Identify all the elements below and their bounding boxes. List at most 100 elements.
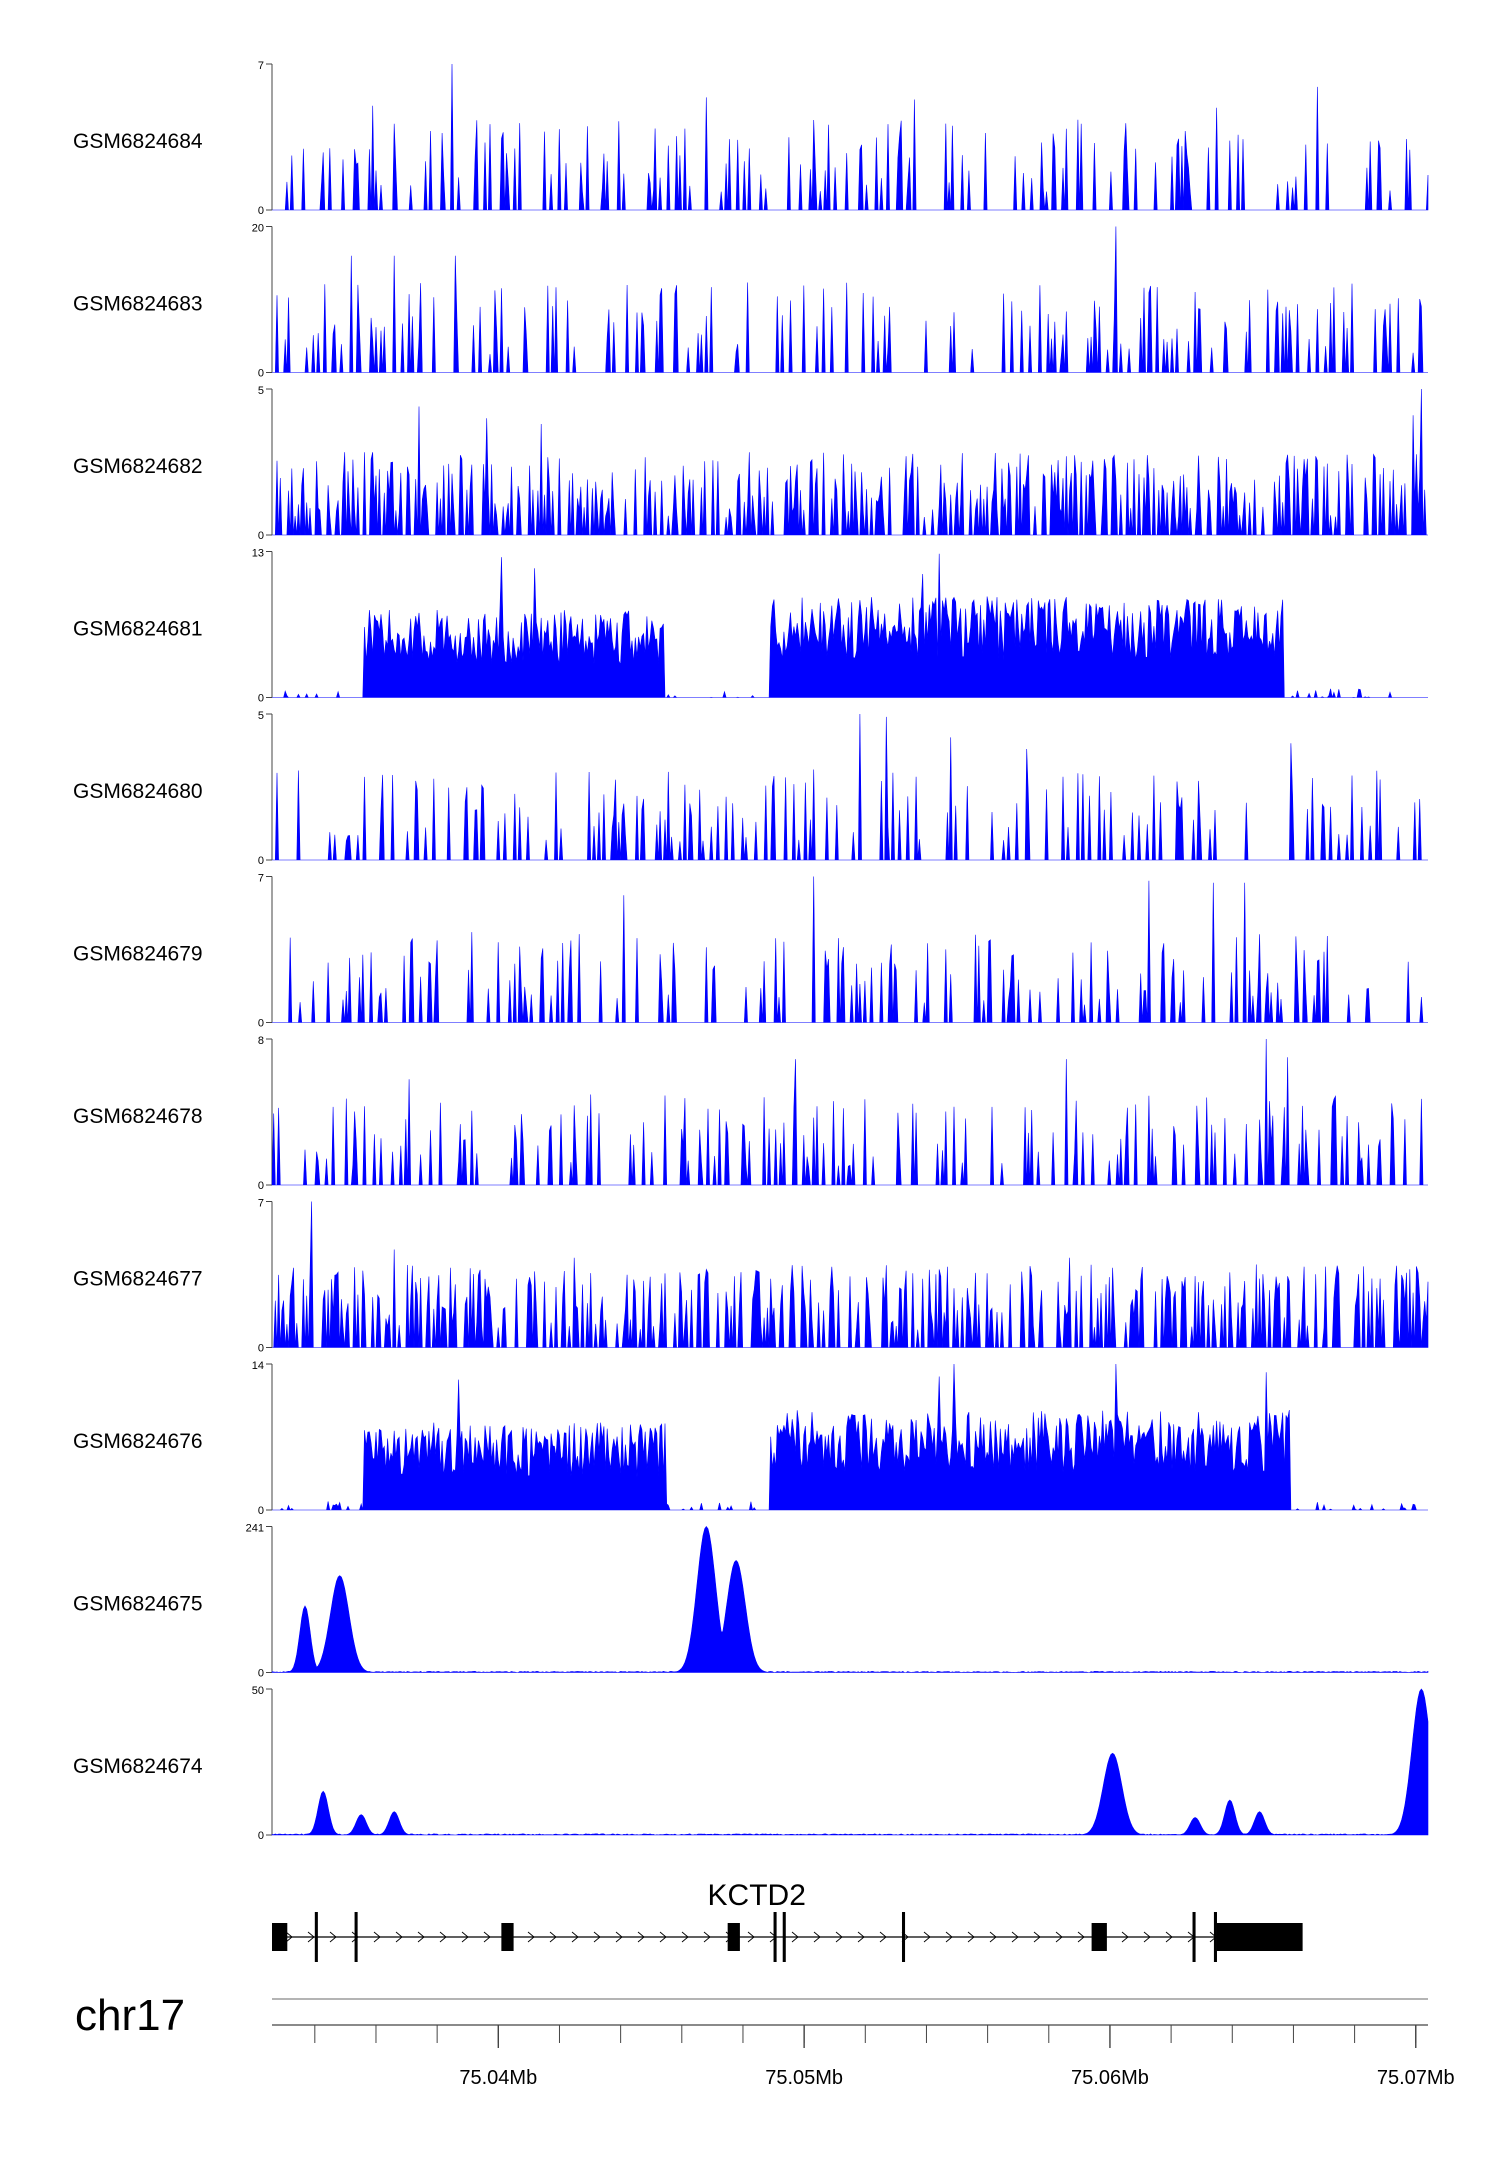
y-max-label: 7 bbox=[258, 60, 264, 72]
strand-arrow bbox=[307, 1931, 315, 1943]
strand-arrow bbox=[461, 1931, 469, 1943]
exon bbox=[1213, 1912, 1217, 1962]
track-GSM6824674: GSM6824674 50 0 bbox=[73, 1685, 1429, 1842]
coverage-area bbox=[272, 388, 1428, 536]
coverage-tracks: GSM682468470GSM6824683200GSM682468250GSM… bbox=[73, 60, 1429, 1842]
track-GSM6824679: GSM6824679 7 0 bbox=[73, 873, 1428, 1030]
coverage-area bbox=[272, 1363, 1428, 1511]
exon bbox=[782, 1912, 786, 1962]
exon bbox=[773, 1912, 777, 1962]
chromosome-label: chr17 bbox=[75, 1991, 185, 2040]
track-label: GSM6824683 bbox=[73, 293, 203, 316]
strand-arrow bbox=[593, 1931, 601, 1943]
y-max-label: 50 bbox=[252, 1685, 264, 1697]
exon bbox=[1091, 1923, 1107, 1951]
exon bbox=[1192, 1912, 1196, 1962]
x-tick-label: 75.04Mb bbox=[459, 2067, 537, 2089]
strand-arrow bbox=[1011, 1931, 1019, 1943]
exon bbox=[314, 1912, 318, 1962]
strand-arrow bbox=[1033, 1931, 1041, 1943]
strand-arrow bbox=[285, 1931, 293, 1943]
y-min-label: 0 bbox=[258, 855, 264, 867]
strand-arrow bbox=[659, 1931, 667, 1943]
track-GSM6824683: GSM6824683 20 0 bbox=[73, 223, 1428, 380]
strand-arrow bbox=[835, 1931, 843, 1943]
track-GSM6824677: GSM6824677 7 0 bbox=[73, 1198, 1429, 1355]
y-min-label: 0 bbox=[258, 368, 264, 380]
strand-arrow bbox=[791, 1931, 799, 1943]
exon bbox=[901, 1912, 906, 1962]
y-max-label: 241 bbox=[246, 1523, 264, 1535]
track-GSM6824682: GSM6824682 5 0 bbox=[73, 385, 1428, 542]
strand-arrow bbox=[483, 1931, 491, 1943]
y-max-label: 14 bbox=[252, 1360, 264, 1372]
y-max-label: 13 bbox=[252, 548, 264, 560]
strand-arrow bbox=[637, 1931, 645, 1943]
exon bbox=[1216, 1923, 1303, 1951]
strand-arrow bbox=[1055, 1931, 1063, 1943]
coverage-area bbox=[272, 226, 1428, 373]
gene-name: KCTD2 bbox=[708, 1879, 806, 1912]
strand-arrow bbox=[857, 1931, 865, 1943]
y-max-label: 20 bbox=[252, 223, 264, 235]
track-label: GSM6824676 bbox=[73, 1430, 203, 1453]
gene-track: KCTD2 bbox=[272, 1879, 1303, 1962]
coverage-area bbox=[272, 63, 1429, 211]
strand-arrow bbox=[681, 1931, 689, 1943]
coverage-area bbox=[272, 553, 1428, 698]
strand-arrow bbox=[1121, 1931, 1129, 1943]
strand-arrow bbox=[923, 1931, 931, 1943]
strand-arrow bbox=[417, 1931, 425, 1943]
strand-arrow bbox=[549, 1931, 557, 1943]
track-label: GSM6824680 bbox=[73, 780, 203, 803]
y-max-label: 5 bbox=[258, 385, 264, 397]
coverage-area bbox=[271, 1525, 1429, 1673]
track-label: GSM6824682 bbox=[73, 455, 203, 478]
y-min-label: 0 bbox=[258, 1343, 264, 1355]
exon bbox=[272, 1923, 288, 1951]
y-min-label: 0 bbox=[258, 693, 264, 705]
coverage-area bbox=[271, 1038, 1428, 1186]
strand-arrow bbox=[703, 1931, 711, 1943]
y-min-label: 0 bbox=[258, 1830, 264, 1842]
y-max-label: 7 bbox=[258, 1198, 264, 1210]
y-max-label: 5 bbox=[258, 710, 264, 722]
strand-arrow bbox=[351, 1931, 359, 1943]
exon bbox=[501, 1923, 514, 1951]
coverage-area bbox=[272, 876, 1428, 1023]
strand-arrow bbox=[989, 1931, 997, 1943]
track-label: GSM6824681 bbox=[73, 618, 203, 641]
track-label: GSM6824674 bbox=[73, 1755, 203, 1778]
y-min-label: 0 bbox=[258, 1180, 264, 1192]
strand-arrow bbox=[879, 1931, 887, 1943]
track-label: GSM6824678 bbox=[73, 1105, 203, 1128]
y-min-label: 0 bbox=[258, 1018, 264, 1030]
exon bbox=[727, 1923, 740, 1951]
x-tick-label: 75.05Mb bbox=[765, 2067, 843, 2089]
y-min-label: 0 bbox=[258, 530, 264, 542]
strand-arrow bbox=[1165, 1931, 1173, 1943]
strand-arrow bbox=[813, 1931, 821, 1943]
track-GSM6824678: GSM6824678 8 0 bbox=[73, 1035, 1428, 1192]
track-label: GSM6824679 bbox=[73, 943, 203, 966]
y-min-label: 0 bbox=[258, 1505, 264, 1517]
strand-arrow bbox=[1077, 1931, 1085, 1943]
track-GSM6824680: GSM6824680 5 0 bbox=[73, 710, 1428, 867]
strand-arrow bbox=[373, 1931, 381, 1943]
strand-arrow bbox=[1143, 1931, 1151, 1943]
track-label: GSM6824677 bbox=[73, 1268, 203, 1291]
strand-arrow bbox=[439, 1931, 447, 1943]
x-tick-label: 75.07Mb bbox=[1377, 2067, 1455, 2089]
strand-arrow bbox=[329, 1931, 337, 1943]
strand-arrow bbox=[527, 1931, 535, 1943]
strand-arrow bbox=[395, 1931, 403, 1943]
genomic-axis: 75.04Mb 75.05Mb 75.06Mb 75.07Mb bbox=[272, 1998, 1455, 2089]
track-GSM6824675: GSM6824675 241 0 bbox=[73, 1523, 1429, 1680]
strand-arrow bbox=[615, 1931, 623, 1943]
y-max-label: 8 bbox=[258, 1035, 264, 1047]
strand-arrow bbox=[747, 1931, 755, 1943]
strand-arrow bbox=[945, 1931, 953, 1943]
track-GSM6824676: GSM6824676 14 0 bbox=[73, 1360, 1428, 1517]
track-label: GSM6824684 bbox=[73, 130, 203, 153]
